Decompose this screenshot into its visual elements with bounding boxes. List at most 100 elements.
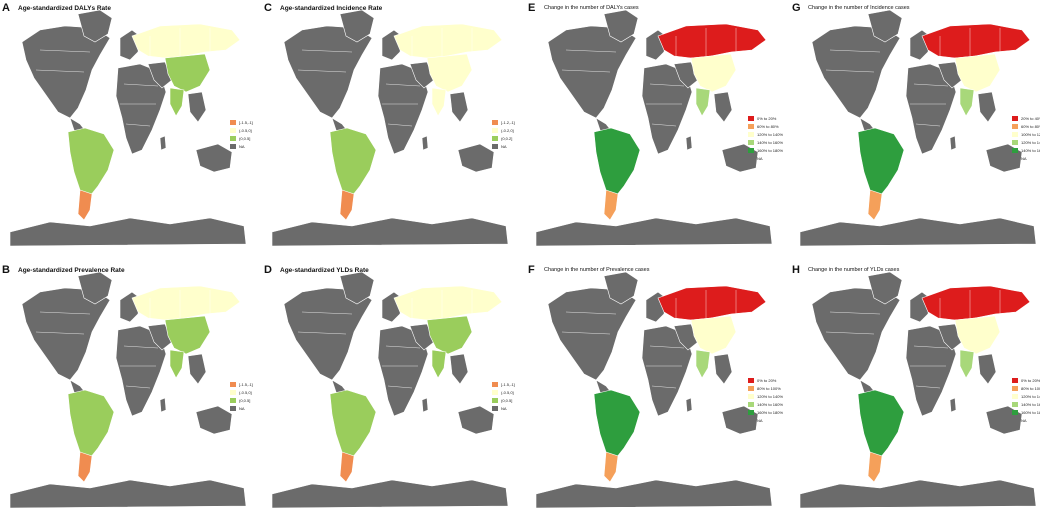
legend-item: NA xyxy=(492,404,515,412)
country-border xyxy=(35,331,85,335)
region-russia xyxy=(393,285,503,321)
country-border xyxy=(651,123,677,127)
region-middleeast xyxy=(409,323,435,351)
legend-label: (-0.2,0] xyxy=(501,127,514,133)
region-seasia xyxy=(713,353,733,385)
legend-label: (-0.5,0] xyxy=(239,389,252,395)
country-border xyxy=(39,49,91,53)
region-argentina xyxy=(77,189,93,221)
region-argentina xyxy=(339,451,355,483)
region-argentina xyxy=(603,189,619,221)
region-argentina xyxy=(603,451,619,483)
legend-item: NA xyxy=(1012,154,1040,162)
panel-letter: B xyxy=(2,264,10,276)
region-india xyxy=(695,87,711,117)
country-border xyxy=(387,385,413,389)
region-china xyxy=(954,53,1001,93)
map-legend: 0% to 20% 60% to 80% 120% to 140% 140% to 1… xyxy=(748,114,783,162)
legend-swatch xyxy=(1012,393,1018,399)
legend-swatch xyxy=(1012,131,1018,137)
country-border xyxy=(913,345,949,349)
region-northamerica xyxy=(547,287,637,381)
region-russia xyxy=(393,23,503,59)
map-panel: G Change in the number of Incidence cases… xyxy=(790,0,1040,255)
legend-swatch xyxy=(230,143,236,149)
legend-label: NA xyxy=(501,405,507,411)
region-southamerica xyxy=(593,127,641,197)
country-border xyxy=(387,123,413,127)
region-southamerica xyxy=(593,389,641,459)
world-map xyxy=(799,9,1037,247)
legend-label: 60% to 80% xyxy=(757,123,779,129)
legend-swatch xyxy=(748,401,754,407)
legend-swatch xyxy=(492,119,498,125)
legend-item: 0% to 20% xyxy=(1012,376,1040,384)
legend-item: NA xyxy=(1012,416,1040,424)
legend-swatch xyxy=(1012,377,1018,383)
region-china xyxy=(426,53,473,93)
region-madagascar xyxy=(159,135,167,151)
legend-label: [-1.5,-1] xyxy=(501,381,515,387)
country-border xyxy=(915,123,941,127)
region-australia xyxy=(457,405,495,435)
region-seasia xyxy=(449,353,469,385)
panel-title: Age-standardized DALYs Rate xyxy=(18,5,111,12)
legend-swatch xyxy=(748,147,754,153)
region-antarctica xyxy=(271,217,509,247)
legend-swatch xyxy=(492,127,498,133)
legend-swatch xyxy=(748,115,754,121)
legend-item: NA xyxy=(748,416,783,424)
world-map xyxy=(799,271,1037,509)
country-border xyxy=(825,69,875,73)
region-northamerica xyxy=(811,25,901,119)
legend-label: (0,0.5] xyxy=(501,397,513,403)
country-border xyxy=(915,385,941,389)
country-border xyxy=(123,345,159,349)
country-border xyxy=(565,311,617,315)
legend-item: NA xyxy=(748,154,783,162)
legend-swatch xyxy=(1012,123,1018,129)
legend-label: [-1.5,-1] xyxy=(239,119,253,125)
map-legend: [-1.2,-1] (-0.2,0] (0,0.2] NA xyxy=(492,118,515,150)
legend-label: (-0.5,0] xyxy=(501,389,514,395)
country-border xyxy=(39,311,91,315)
region-middleeast xyxy=(409,61,435,89)
legend-label: 0% to 20% xyxy=(1021,377,1040,383)
legend-item: 140% to 160% xyxy=(1012,400,1040,408)
country-border xyxy=(301,311,353,315)
legend-swatch xyxy=(230,381,236,387)
legend-item: 160% to 180% xyxy=(1012,408,1040,416)
legend-swatch xyxy=(230,119,236,125)
region-southamerica xyxy=(329,389,377,459)
country-border xyxy=(649,83,685,87)
map-panel: D Age-standardized YLDs Rate [-1.5,-1] (-0.… xyxy=(262,262,515,517)
region-antarctica xyxy=(535,479,773,509)
region-china xyxy=(954,315,1001,355)
region-madagascar xyxy=(685,135,693,151)
map-legend: [-1.5,-1] (-0.5,0] (0,0.5] NA xyxy=(492,380,515,412)
region-middleeast xyxy=(673,61,699,89)
panel-letter: A xyxy=(2,2,10,14)
panel-title: Change in the number of Incidence cases xyxy=(808,5,910,11)
legend-label: [-1.2,-1] xyxy=(501,119,515,125)
legend-item: 100% to 120% xyxy=(1012,130,1040,138)
legend-item: (-0.5,0] xyxy=(230,126,253,134)
panel-title: Change in the number of DALYs cases xyxy=(544,5,639,11)
legend-label: 160% to 180% xyxy=(757,147,784,153)
legend-item: (0,0.5] xyxy=(230,134,253,142)
legend-label: NA xyxy=(1021,417,1027,423)
legend-item: 140% to 160% xyxy=(748,400,783,408)
region-middleeast xyxy=(147,323,173,351)
map-panel: B Age-standardized Prevalence Rate [-1.5,-… xyxy=(0,262,253,517)
region-southamerica xyxy=(857,127,905,197)
region-antarctica xyxy=(271,479,509,509)
region-southamerica xyxy=(67,389,115,459)
region-antarctica xyxy=(535,217,773,247)
map-legend: 20% to 40% 60% to 80% 100% to 120% 120% to … xyxy=(1012,114,1040,162)
country-border xyxy=(651,385,677,389)
legend-item: [-1.5,-1] xyxy=(492,380,515,388)
region-india xyxy=(169,349,185,379)
panel-title: Age-standardized Incidence Rate xyxy=(280,5,383,12)
region-seasia xyxy=(977,91,997,123)
legend-item: 0% to 20% xyxy=(748,376,783,384)
